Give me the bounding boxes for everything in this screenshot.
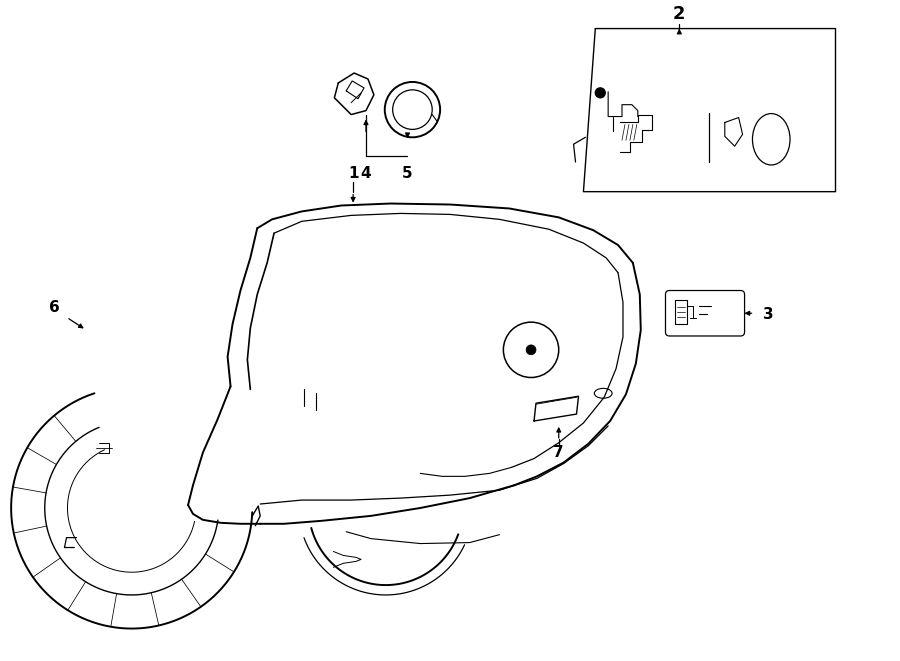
Text: 3: 3 [763,307,774,322]
Text: 6: 6 [50,300,60,315]
Text: 5: 5 [402,167,413,181]
Circle shape [526,345,536,355]
Text: 7: 7 [554,445,564,460]
Text: 4: 4 [361,167,372,181]
Circle shape [595,88,605,98]
Text: 1: 1 [348,167,358,181]
Text: 2: 2 [673,5,686,22]
